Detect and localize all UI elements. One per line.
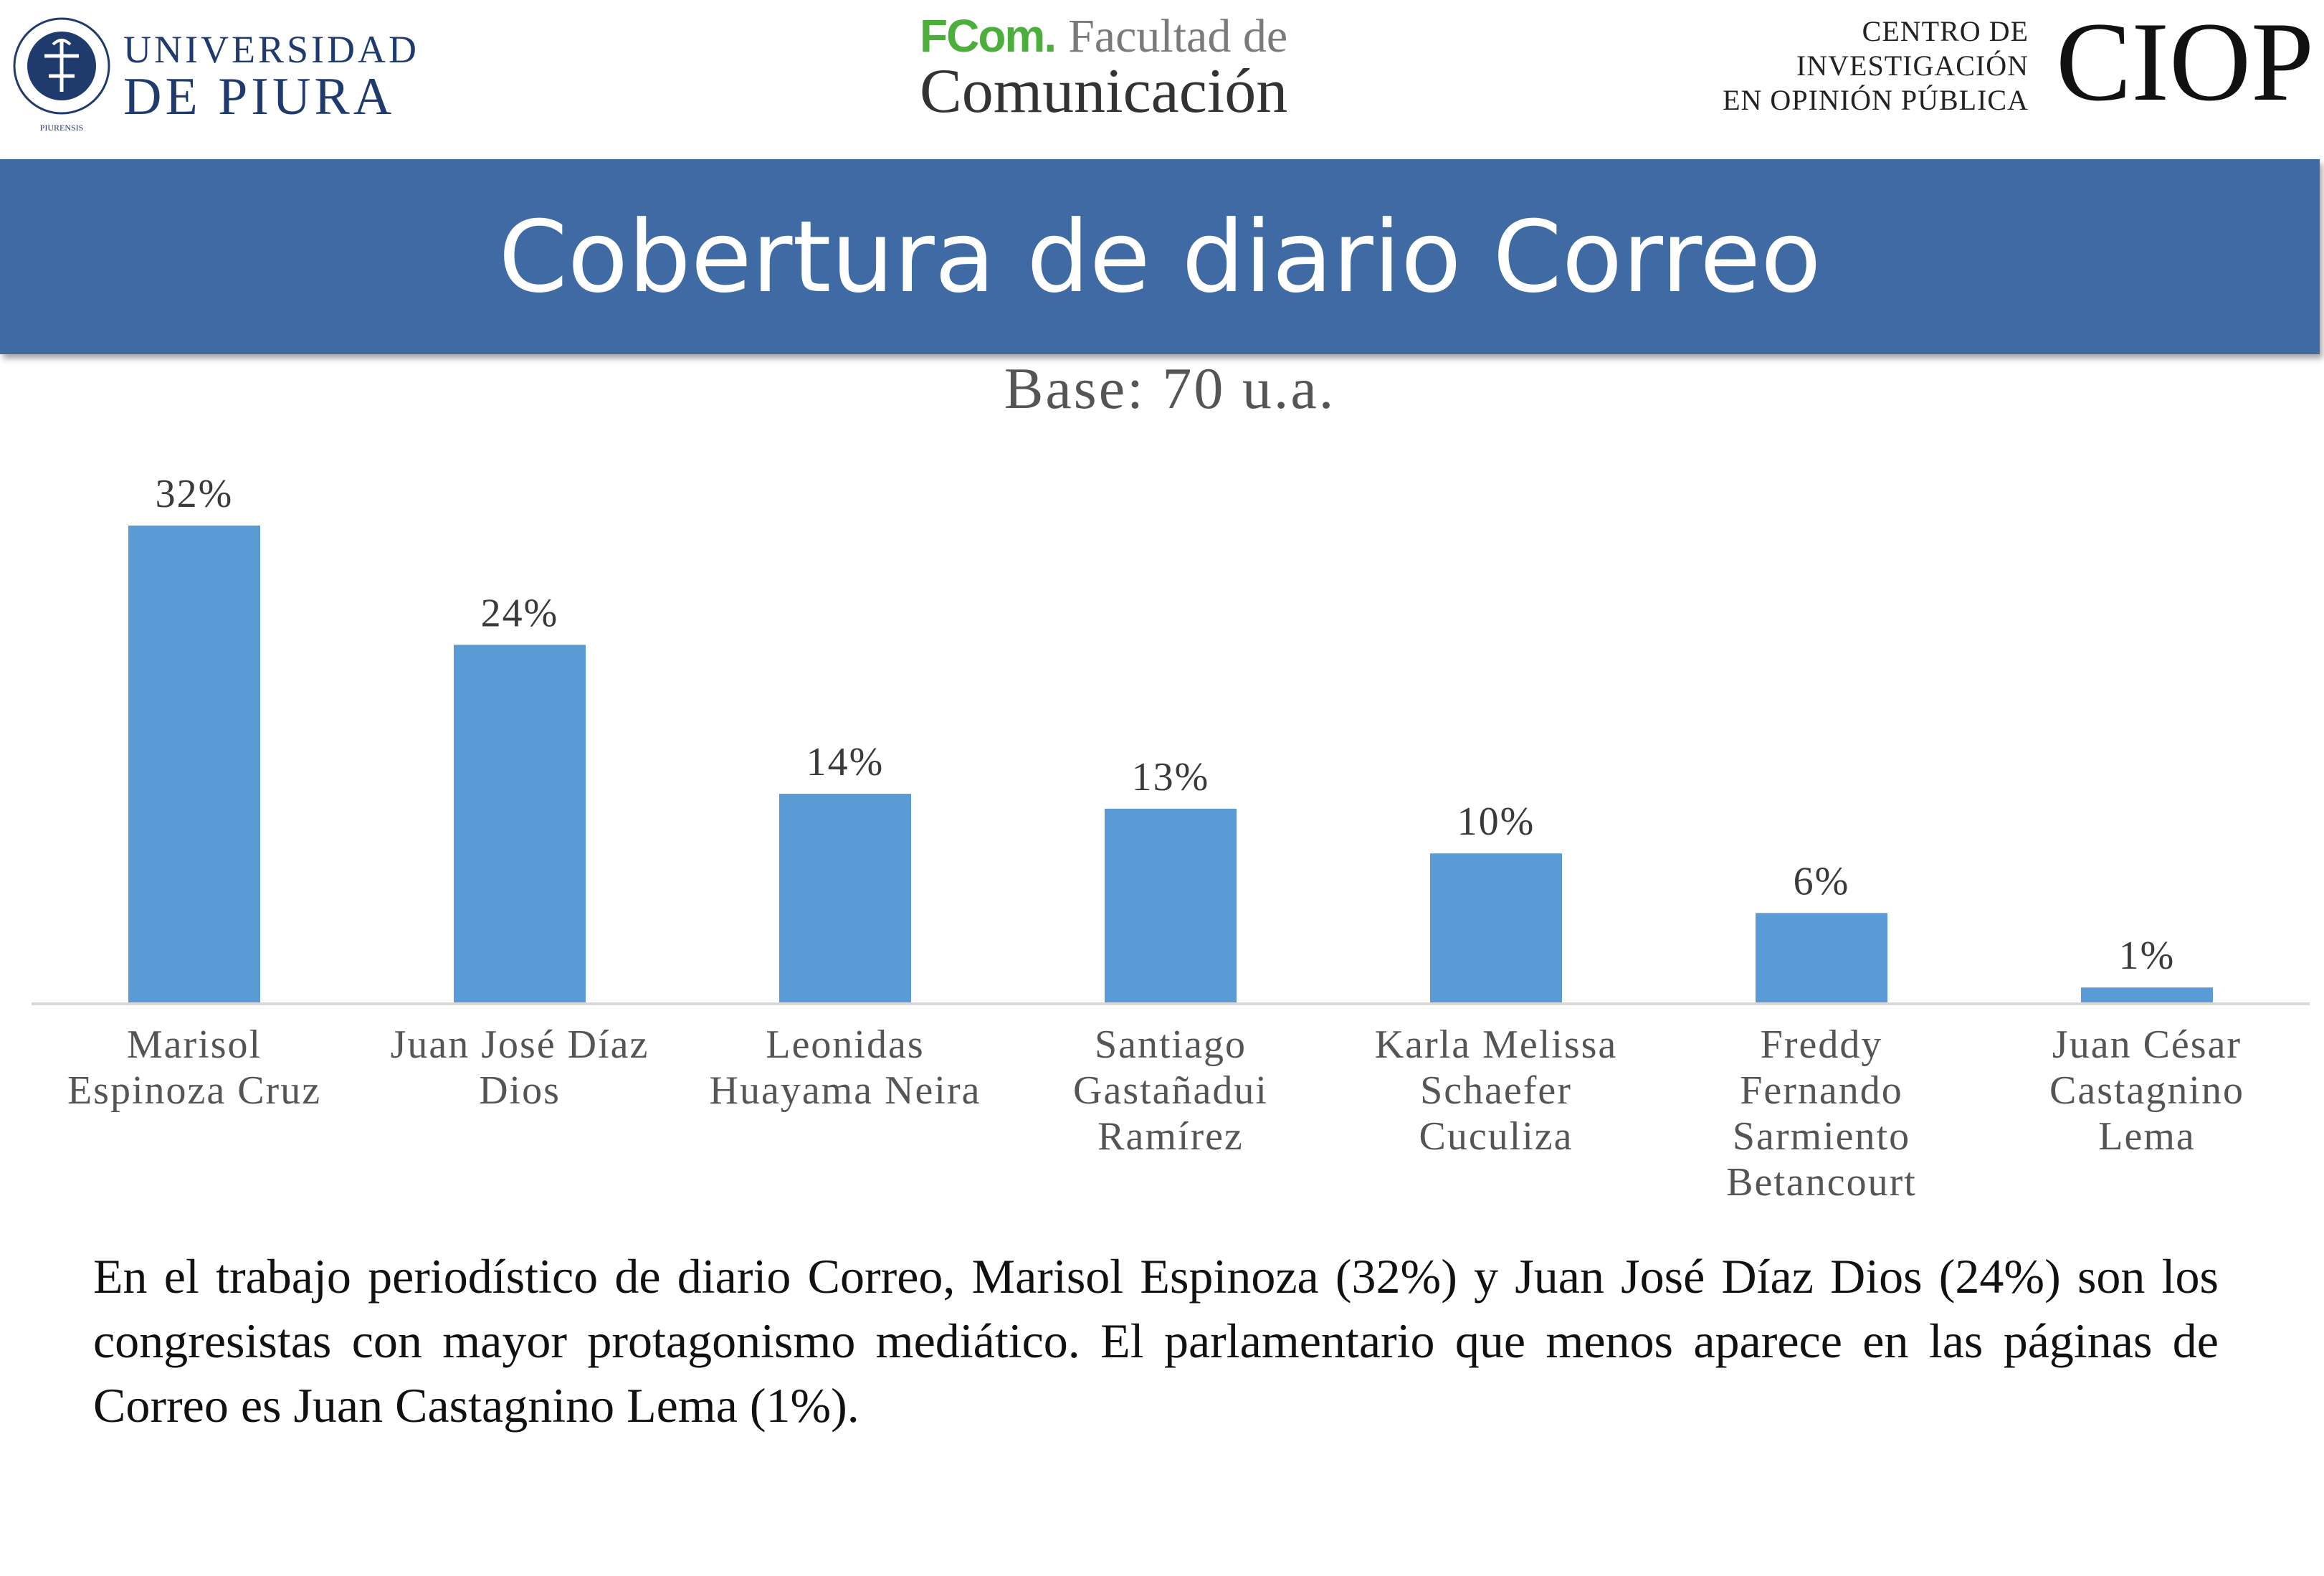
value-label-5: 6% bbox=[1794, 859, 1850, 903]
chart-subtitle: Base: 70 u.a. bbox=[1004, 356, 1336, 421]
bar-3 bbox=[1105, 808, 1237, 1002]
title-bar: Cobertura de diario Correo bbox=[0, 159, 2320, 354]
conclusion-text: En el trabajo periodístico de diario Cor… bbox=[93, 1249, 2219, 1433]
value-label-0: 32% bbox=[156, 472, 234, 516]
university-name-line1: UNIVERSIDAD bbox=[123, 28, 419, 71]
ciop-name: CENTRO DE INVESTIGACIÓN EN OPINIÓN PÚBLI… bbox=[1723, 14, 2029, 118]
ciop-line2: INVESTIGACIÓN bbox=[1796, 49, 2029, 82]
page-title: Cobertura de diario Correo bbox=[498, 199, 1821, 315]
faculty-tag: FCom. bbox=[920, 10, 1057, 62]
bar-6 bbox=[2081, 987, 2213, 1002]
bar-chart: Base: 70 u.a. 32% 24% 14% 13% 10% 6% 1% Mariso… bbox=[32, 356, 2310, 1205]
faculty-line2: Comunicación bbox=[920, 57, 1288, 126]
ciop-line3: EN OPINIÓN PÚBLICA bbox=[1723, 84, 2029, 116]
value-label-3: 13% bbox=[1132, 755, 1210, 799]
value-label-4: 10% bbox=[1457, 799, 1535, 844]
bar-0 bbox=[128, 526, 260, 1002]
category-label-4: Karla Melissa Schaefer Cuculiza bbox=[1375, 1022, 1618, 1159]
university-name: UNIVERSIDAD DE PIURA bbox=[123, 30, 419, 123]
category-label-3: Santiago Gastañadui Ramírez bbox=[1073, 1022, 1268, 1159]
university-name-line2: DE PIURA bbox=[123, 67, 396, 126]
ciop-line1: CENTRO DE bbox=[1862, 15, 2029, 47]
bars-group bbox=[128, 526, 2213, 1002]
svg-text:PIURENSIS: PIURENSIS bbox=[40, 123, 84, 133]
value-label-6: 1% bbox=[2119, 934, 2176, 978]
bar-5 bbox=[1756, 913, 1887, 1002]
university-seal-icon: PIURENSIS bbox=[13, 17, 110, 133]
bar-4 bbox=[1430, 853, 1562, 1002]
faculty-line1: Facultad de bbox=[1068, 10, 1288, 62]
category-label-1: Juan José Díaz Dios bbox=[391, 1022, 649, 1113]
ciop-logo: CIOP bbox=[2056, 0, 2314, 125]
value-labels-group: 32% 24% 14% 13% 10% 6% 1% bbox=[156, 472, 2176, 978]
faculty-logo: FCom. Facultad de Comunicación bbox=[920, 13, 1321, 123]
category-label-0: Marisol Espinoza Cruz bbox=[67, 1022, 321, 1113]
category-label-6: Juan César Castagnino Lema bbox=[2049, 1022, 2244, 1159]
value-label-1: 24% bbox=[481, 591, 559, 635]
header: PIURENSIS UNIVERSIDAD DE PIURA FCom. Facu… bbox=[0, 0, 2324, 158]
value-label-2: 14% bbox=[806, 740, 885, 784]
bar-2 bbox=[779, 794, 911, 1002]
bar-1 bbox=[454, 645, 586, 1002]
category-labels-group: Marisol Espinoza Cruz Juan José Díaz Dios Le… bbox=[67, 1022, 2244, 1205]
category-label-2: Leonidas Huayama Neira bbox=[710, 1022, 981, 1113]
category-label-5: Freddy Fernando Sarmiento Betancourt bbox=[1726, 1022, 1917, 1205]
